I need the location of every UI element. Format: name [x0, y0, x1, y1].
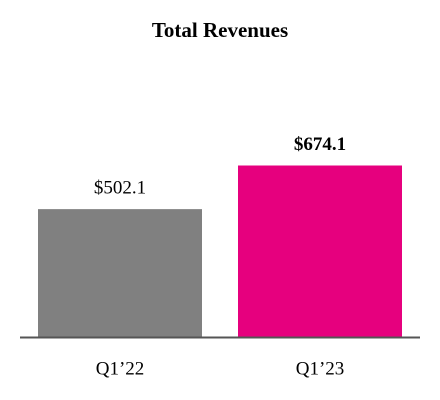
- chart-title: Total Revenues: [152, 18, 288, 42]
- x-tick-label: Q1’22: [96, 358, 145, 379]
- bar: [238, 165, 402, 337]
- bar: [38, 209, 202, 337]
- value-label: $674.1: [294, 134, 346, 155]
- value-label: $502.1: [94, 177, 146, 198]
- x-tick-label: Q1’23: [296, 358, 345, 379]
